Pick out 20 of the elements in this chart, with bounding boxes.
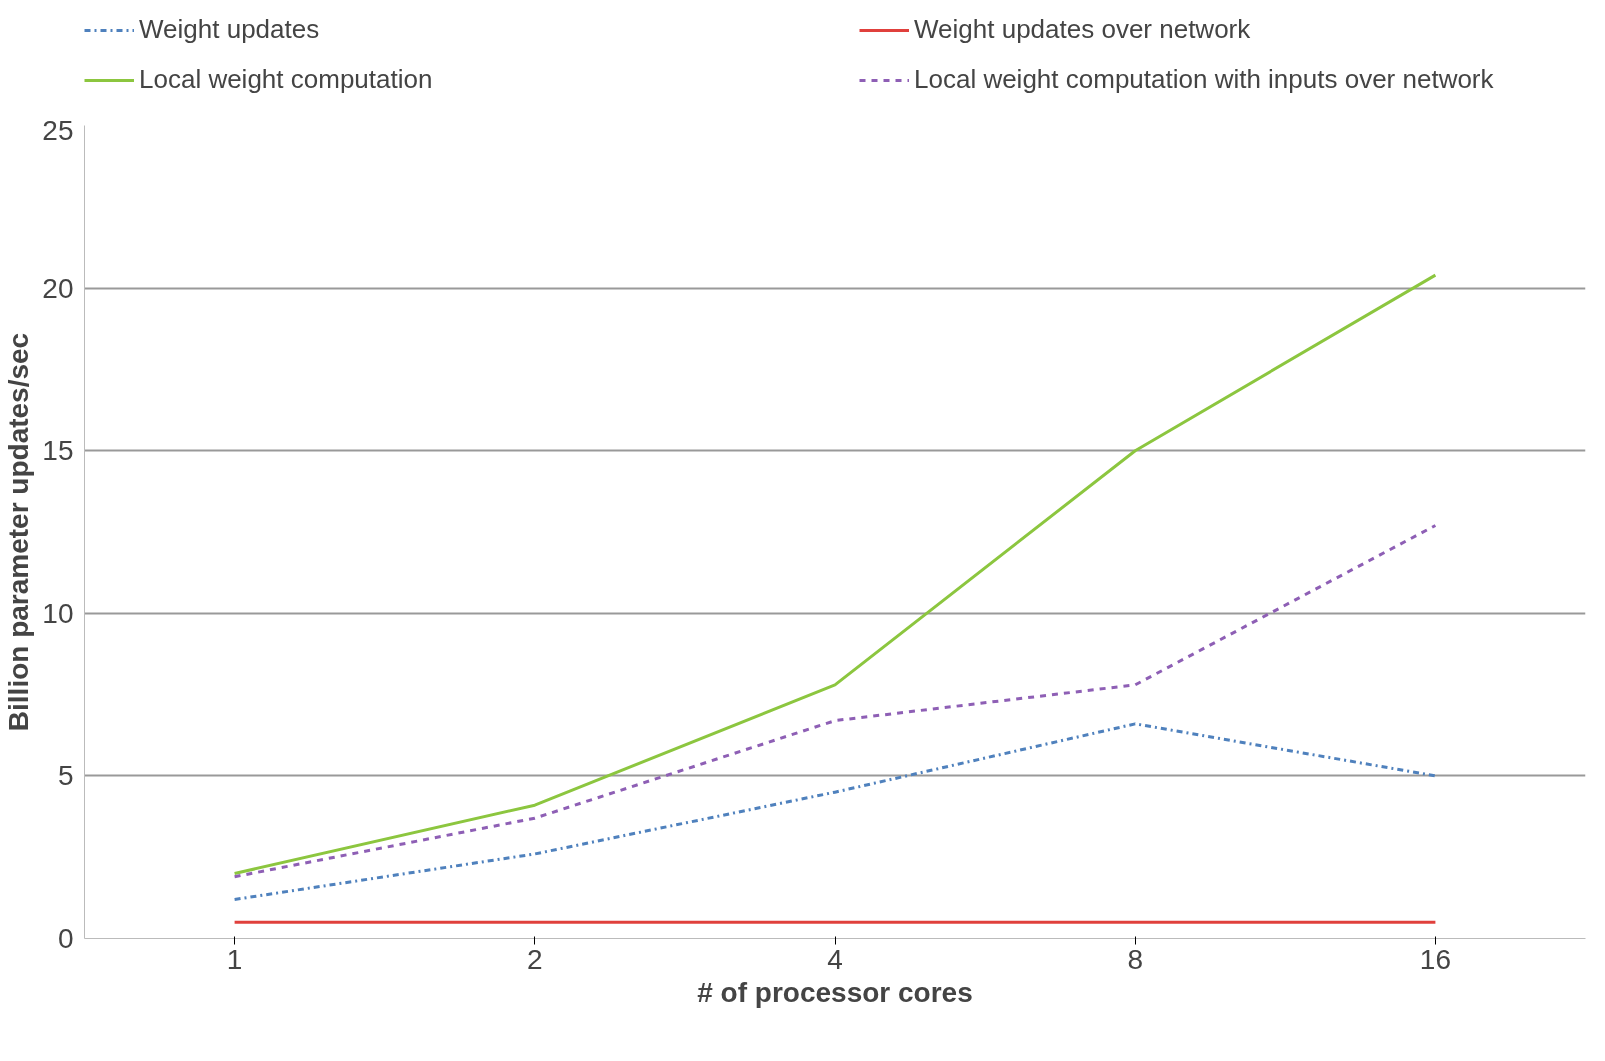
y-tick-label: 15 — [42, 435, 74, 467]
legend-label: Weight updates over network — [914, 14, 1252, 45]
y-axis-title: Billion parameter updates/sec — [3, 332, 35, 732]
y-tick-label: 0 — [57, 923, 74, 954]
x-axis-title: # of processor cores — [697, 976, 973, 1008]
y-tick-label: 20 — [42, 272, 74, 304]
y-tick-label: 5 — [57, 760, 74, 792]
x-tick-label: 8 — [1127, 943, 1143, 975]
legend-label: Local weight computation with inputs over network — [914, 64, 1495, 95]
x-tick-label: 1 — [226, 943, 243, 975]
line-series — [233, 722, 1437, 901]
x-tick-label: 16 — [1419, 943, 1451, 975]
line-series — [233, 524, 1437, 879]
y-tick-label: 10 — [42, 597, 74, 629]
legend-label: Local weight computation — [139, 64, 434, 95]
x-tick-label: 2 — [527, 943, 543, 975]
x-tick-label: 4 — [827, 943, 843, 975]
line-series — [233, 273, 1437, 875]
y-tick-label: 25 — [42, 114, 74, 146]
legend-label: Weight updates — [139, 14, 321, 45]
